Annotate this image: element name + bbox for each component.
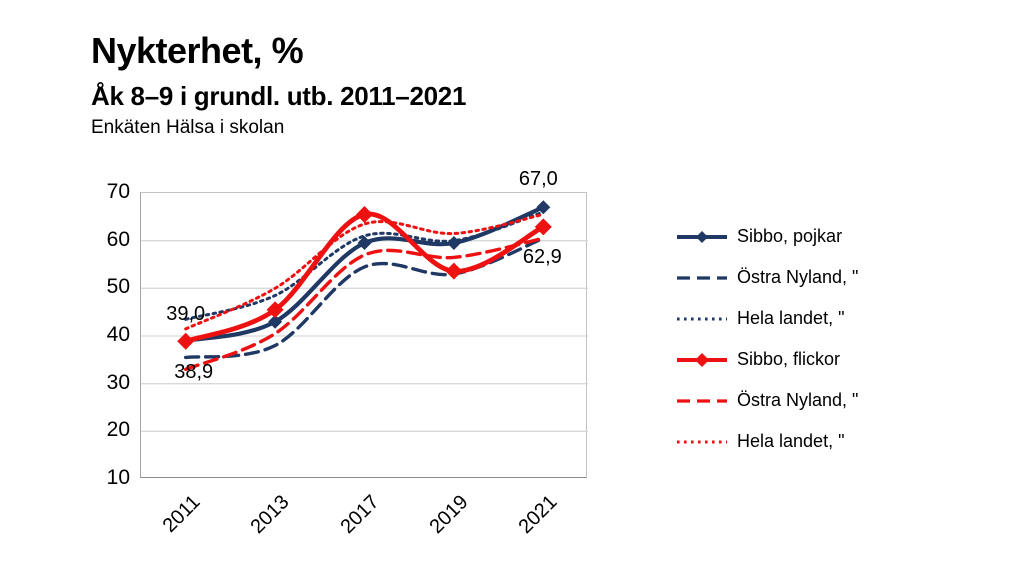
plot-area: 39,0 38,9 67,0 62,9	[140, 168, 588, 478]
data-label: 38,9	[174, 361, 214, 384]
legend-label: Östra Nyland, "	[737, 267, 859, 287]
data-point-marker	[536, 200, 551, 215]
legend-line-sample	[677, 275, 727, 280]
chart-header: Nykterhet, % Åk 8–9 i grundl. utb. 2011–…	[91, 30, 466, 140]
x-tick-label: 2011	[158, 491, 205, 537]
y-tick-label: 60	[106, 227, 130, 251]
legend-label: Östra Nyland, "	[737, 390, 859, 410]
data-point-marker	[445, 262, 463, 280]
y-tick-label: 50	[106, 275, 130, 299]
data-label: 62,9	[522, 245, 562, 268]
x-tick-label: 2021	[514, 491, 562, 539]
legend-line-sample	[677, 230, 727, 243]
data-label: 67,0	[518, 168, 558, 191]
legend-line-sample	[677, 398, 727, 403]
legend-item-0: Sibbo, pojkar	[676, 216, 858, 257]
y-tick-label: 30	[106, 370, 130, 394]
y-tick-label: 20	[106, 418, 130, 442]
series-line-5	[184, 212, 545, 331]
y-tick-label: 70	[106, 180, 130, 203]
data-point-marker	[446, 236, 461, 251]
legend-item-4: Östra Nyland, "	[676, 380, 858, 421]
page-subtitle: Åk 8–9 i grundl. utb. 2011–2021	[91, 81, 467, 111]
series-line-4	[184, 236, 545, 372]
source-label: Enkäten Hälsa i skolan	[91, 117, 285, 138]
y-tick-label: 10	[106, 466, 130, 489]
data-point-marker	[266, 301, 284, 319]
series-line-1	[184, 236, 545, 360]
data-point-marker	[357, 236, 372, 251]
legend-label: Hela landet, "	[737, 308, 845, 328]
x-tick-label: 2017	[336, 491, 384, 539]
x-tick-label: 2013	[246, 491, 294, 539]
legend-label: Sibbo, pojkar	[737, 226, 843, 246]
data-point-marker	[177, 332, 195, 350]
y-tick-label: 40	[106, 323, 130, 346]
legend: Sibbo, pojkar Östra Nyland, " Hela landet,…	[676, 216, 858, 462]
data-point-marker	[268, 314, 283, 329]
data-label: 39,0	[166, 302, 206, 325]
legend-line-sample	[677, 352, 727, 367]
legend-item-1: Östra Nyland, "	[676, 257, 858, 298]
legend-item-3: Sibbo, flickor	[676, 339, 858, 380]
legend-line-sample	[677, 317, 727, 320]
data-point-marker	[356, 205, 373, 223]
legend-line-sample	[677, 440, 727, 443]
data-point-marker	[534, 218, 552, 236]
line-chart-svg	[141, 200, 588, 432]
legend-item-5: Hela landet, "	[676, 421, 858, 462]
legend-item-2: Hela landet, "	[676, 298, 858, 339]
series-line-2	[184, 210, 545, 321]
legend-label: Sibbo, flickor	[737, 349, 841, 369]
legend-label: Hela landet, "	[737, 431, 845, 451]
page-title: Nykterhet, %	[91, 30, 304, 71]
x-axis: 2011 2013 2017 2019 2021	[140, 479, 587, 559]
x-tick-label: 2019	[425, 491, 473, 539]
